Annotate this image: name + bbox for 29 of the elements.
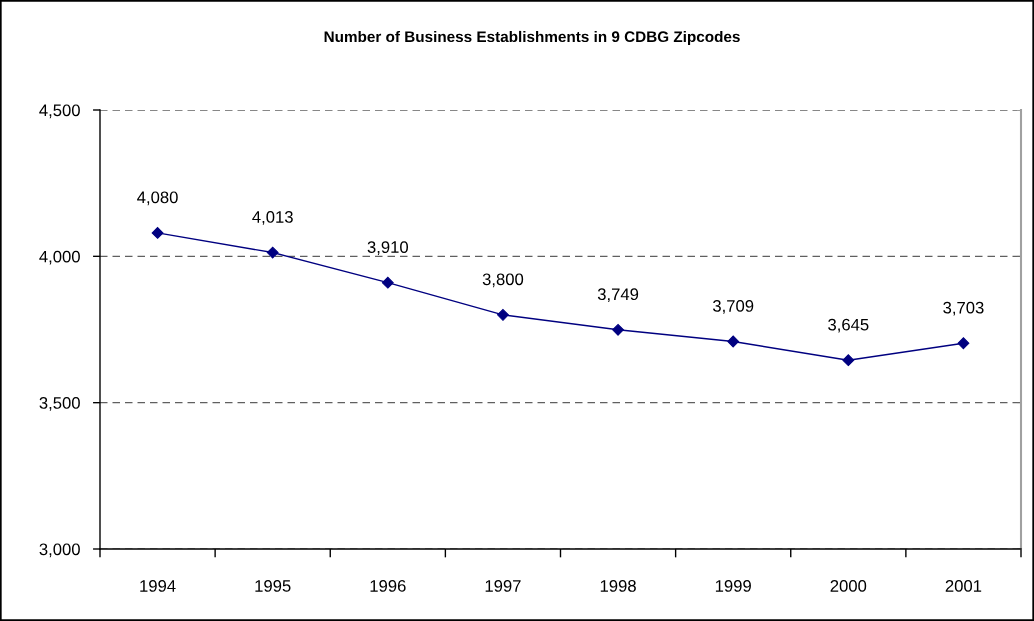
data-label: 3,800	[482, 273, 524, 288]
data-label: 3,645	[828, 318, 869, 333]
y-tick-label: 3,000	[39, 543, 80, 558]
x-tick-label: 1998	[600, 580, 636, 592]
x-tick-label: 1995	[255, 580, 291, 592]
data-label: 4,013	[252, 211, 293, 225]
point	[612, 323, 624, 336]
x-tick-label: 2000	[830, 580, 867, 592]
y-tick-label: 4,000	[39, 250, 80, 265]
data-label: 3,709	[712, 300, 754, 314]
point	[497, 308, 509, 321]
x-tick-label: 1994	[140, 580, 176, 592]
data-label: 4,080	[137, 191, 178, 206]
x-tick-label: 1999	[715, 580, 751, 592]
point	[842, 354, 855, 367]
x-tick-label: 2001	[945, 580, 982, 592]
point	[151, 227, 164, 239]
point	[381, 276, 394, 289]
data-label: 3,703	[943, 301, 984, 316]
point	[727, 335, 740, 348]
x-tick-label: 1997	[485, 580, 521, 592]
point	[957, 337, 970, 350]
y-tick-label: 3,500	[39, 397, 80, 411]
x-tick-label: 1996	[370, 580, 406, 592]
data-label: 3,910	[367, 241, 409, 255]
y-tick-label: 4,500	[39, 104, 80, 119]
point	[266, 246, 279, 259]
chart-title: Number of Business Establishments in 9 CDBG Zipcodes	[324, 30, 740, 46]
data-label: 3,749	[597, 288, 639, 303]
